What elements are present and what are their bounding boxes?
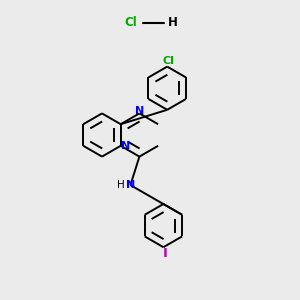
Text: N: N [135,106,144,116]
Text: N: N [126,179,136,190]
Text: Cl: Cl [124,16,137,29]
Text: Cl: Cl [163,56,175,66]
Text: N: N [121,141,130,151]
Text: I: I [163,247,167,260]
Text: H: H [168,16,177,29]
Text: H: H [117,179,125,190]
